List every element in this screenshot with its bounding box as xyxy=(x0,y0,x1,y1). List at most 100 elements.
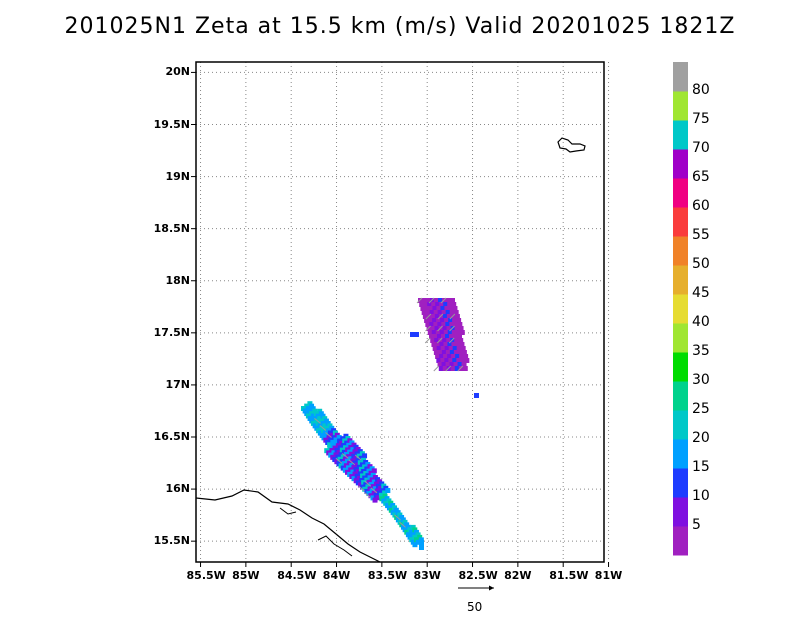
colorbar-label: 50 xyxy=(692,256,710,272)
lon-label: 85.5W xyxy=(186,569,226,582)
reference-vector xyxy=(458,585,494,591)
lon-label: 81W xyxy=(594,569,623,582)
colorbar-label: 10 xyxy=(692,488,710,504)
wind-vector xyxy=(416,297,423,304)
vorticity-cell xyxy=(443,302,449,307)
wind-vector xyxy=(428,297,435,304)
vorticity-cell xyxy=(432,346,438,351)
coast-inlet xyxy=(279,507,297,515)
lat-label: 17N xyxy=(165,377,190,391)
vorticity-cell xyxy=(433,310,439,315)
wind-vector xyxy=(364,492,371,499)
vorticity-cell xyxy=(420,306,426,311)
vorticity-cell xyxy=(455,354,461,359)
vorticity-cell xyxy=(445,322,451,327)
vorticity-cell xyxy=(418,537,424,543)
colorbar-swatch xyxy=(673,178,688,208)
vorticity-cell xyxy=(430,338,436,343)
wind-vector xyxy=(370,487,378,494)
vorticity-cell xyxy=(426,326,432,331)
colorbar-label: 30 xyxy=(692,372,710,388)
colorbar-swatch xyxy=(673,468,688,498)
vorticity-cell xyxy=(451,354,457,359)
vorticity-cell xyxy=(439,354,445,359)
vorticity-cell xyxy=(458,366,464,371)
vorticity-cell xyxy=(436,318,442,323)
vorticity-cell xyxy=(375,495,381,501)
vorticity-cell xyxy=(427,330,433,335)
wind-vector xyxy=(433,365,440,372)
vorticity-cell xyxy=(433,350,439,355)
axis-ticks xyxy=(191,71,610,567)
wind-vector xyxy=(425,325,431,332)
colorbar-swatch xyxy=(673,207,688,237)
lat-label: 17.5N xyxy=(153,325,190,339)
vorticity-cell xyxy=(441,310,447,315)
vorticity-cell xyxy=(330,439,336,445)
vorticity-cell xyxy=(446,314,452,319)
vorticity-cell xyxy=(454,314,460,319)
vorticity-cell xyxy=(453,322,459,327)
vorticity-cell xyxy=(458,338,464,343)
vorticity-cell xyxy=(440,306,446,311)
vorticity-cell xyxy=(464,358,470,363)
vorticity-cell xyxy=(431,330,437,335)
vorticity-cell xyxy=(424,318,430,323)
vorticity-cell xyxy=(435,342,441,347)
vorticity-cell xyxy=(442,366,448,371)
vorticity-cell xyxy=(444,318,450,323)
vorticity-cell xyxy=(445,334,450,339)
wind-vector xyxy=(358,485,365,492)
vorticity-cell xyxy=(421,310,427,315)
vorticity-cell xyxy=(442,298,447,303)
vorticity-cell xyxy=(450,298,455,303)
vorticity-cell xyxy=(451,330,457,335)
colorbar-swatch xyxy=(673,294,688,324)
reference-arrow-head xyxy=(489,585,494,591)
gridlines xyxy=(196,62,610,562)
vorticity-cell xyxy=(444,346,450,351)
coast-lagoon xyxy=(317,535,353,557)
vorticity-cell xyxy=(362,453,368,459)
vorticity-cell xyxy=(427,302,433,307)
vorticity-cell xyxy=(431,302,437,307)
wind-vector xyxy=(457,365,464,372)
vorticity-cell xyxy=(461,362,467,367)
wind-vector xyxy=(440,297,447,304)
vorticity-cell xyxy=(441,362,447,367)
vorticity-cell xyxy=(439,342,445,347)
vorticity-cell xyxy=(336,435,342,441)
colorbar-label: 40 xyxy=(692,314,710,330)
lat-label: 18N xyxy=(165,273,190,287)
vorticity-cell xyxy=(452,358,458,363)
vorticity-cell xyxy=(448,306,454,311)
vorticity-cell xyxy=(424,306,430,311)
vorticity-cell xyxy=(447,302,453,307)
vorticity-cell xyxy=(454,366,460,371)
vorticity-cell xyxy=(433,322,439,327)
vorticity-cell xyxy=(448,358,454,363)
vorticity-cell xyxy=(418,298,423,303)
vorticity-cell xyxy=(461,350,467,355)
wind-vector xyxy=(449,325,455,332)
vorticity-cell xyxy=(449,310,455,315)
vorticity-cell xyxy=(435,354,441,359)
colorbar-swatch xyxy=(673,526,688,556)
colorbar-swatch xyxy=(673,439,688,469)
colorbar-label: 70 xyxy=(692,140,710,156)
vorticity-cell xyxy=(453,334,458,339)
vorticity-cell xyxy=(442,338,448,343)
vorticity-cell xyxy=(443,342,449,347)
vorticity-cell xyxy=(460,346,466,351)
colorbar-label: 80 xyxy=(692,82,710,98)
vorticity-cell xyxy=(436,358,442,363)
vorticity-cell xyxy=(440,318,446,323)
vorticity-cell xyxy=(437,310,443,315)
vorticity-cell xyxy=(423,302,429,307)
vorticity-field xyxy=(301,298,479,550)
vorticity-cell xyxy=(450,314,456,319)
colorbar-label: 35 xyxy=(692,343,710,359)
lat-label: 19N xyxy=(165,169,190,183)
vorticity-cell xyxy=(435,330,441,335)
colorbar-label: 65 xyxy=(692,169,710,185)
